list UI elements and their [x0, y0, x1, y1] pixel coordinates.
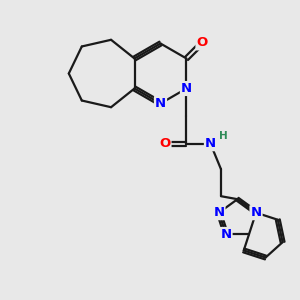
- Text: N: N: [205, 137, 216, 150]
- Text: O: O: [159, 137, 170, 150]
- Text: N: N: [155, 97, 166, 110]
- Text: N: N: [220, 228, 232, 241]
- Text: N: N: [213, 206, 224, 219]
- Text: H: H: [219, 131, 227, 141]
- Text: N: N: [250, 206, 262, 219]
- Text: O: O: [196, 36, 208, 50]
- Text: N: N: [181, 82, 192, 95]
